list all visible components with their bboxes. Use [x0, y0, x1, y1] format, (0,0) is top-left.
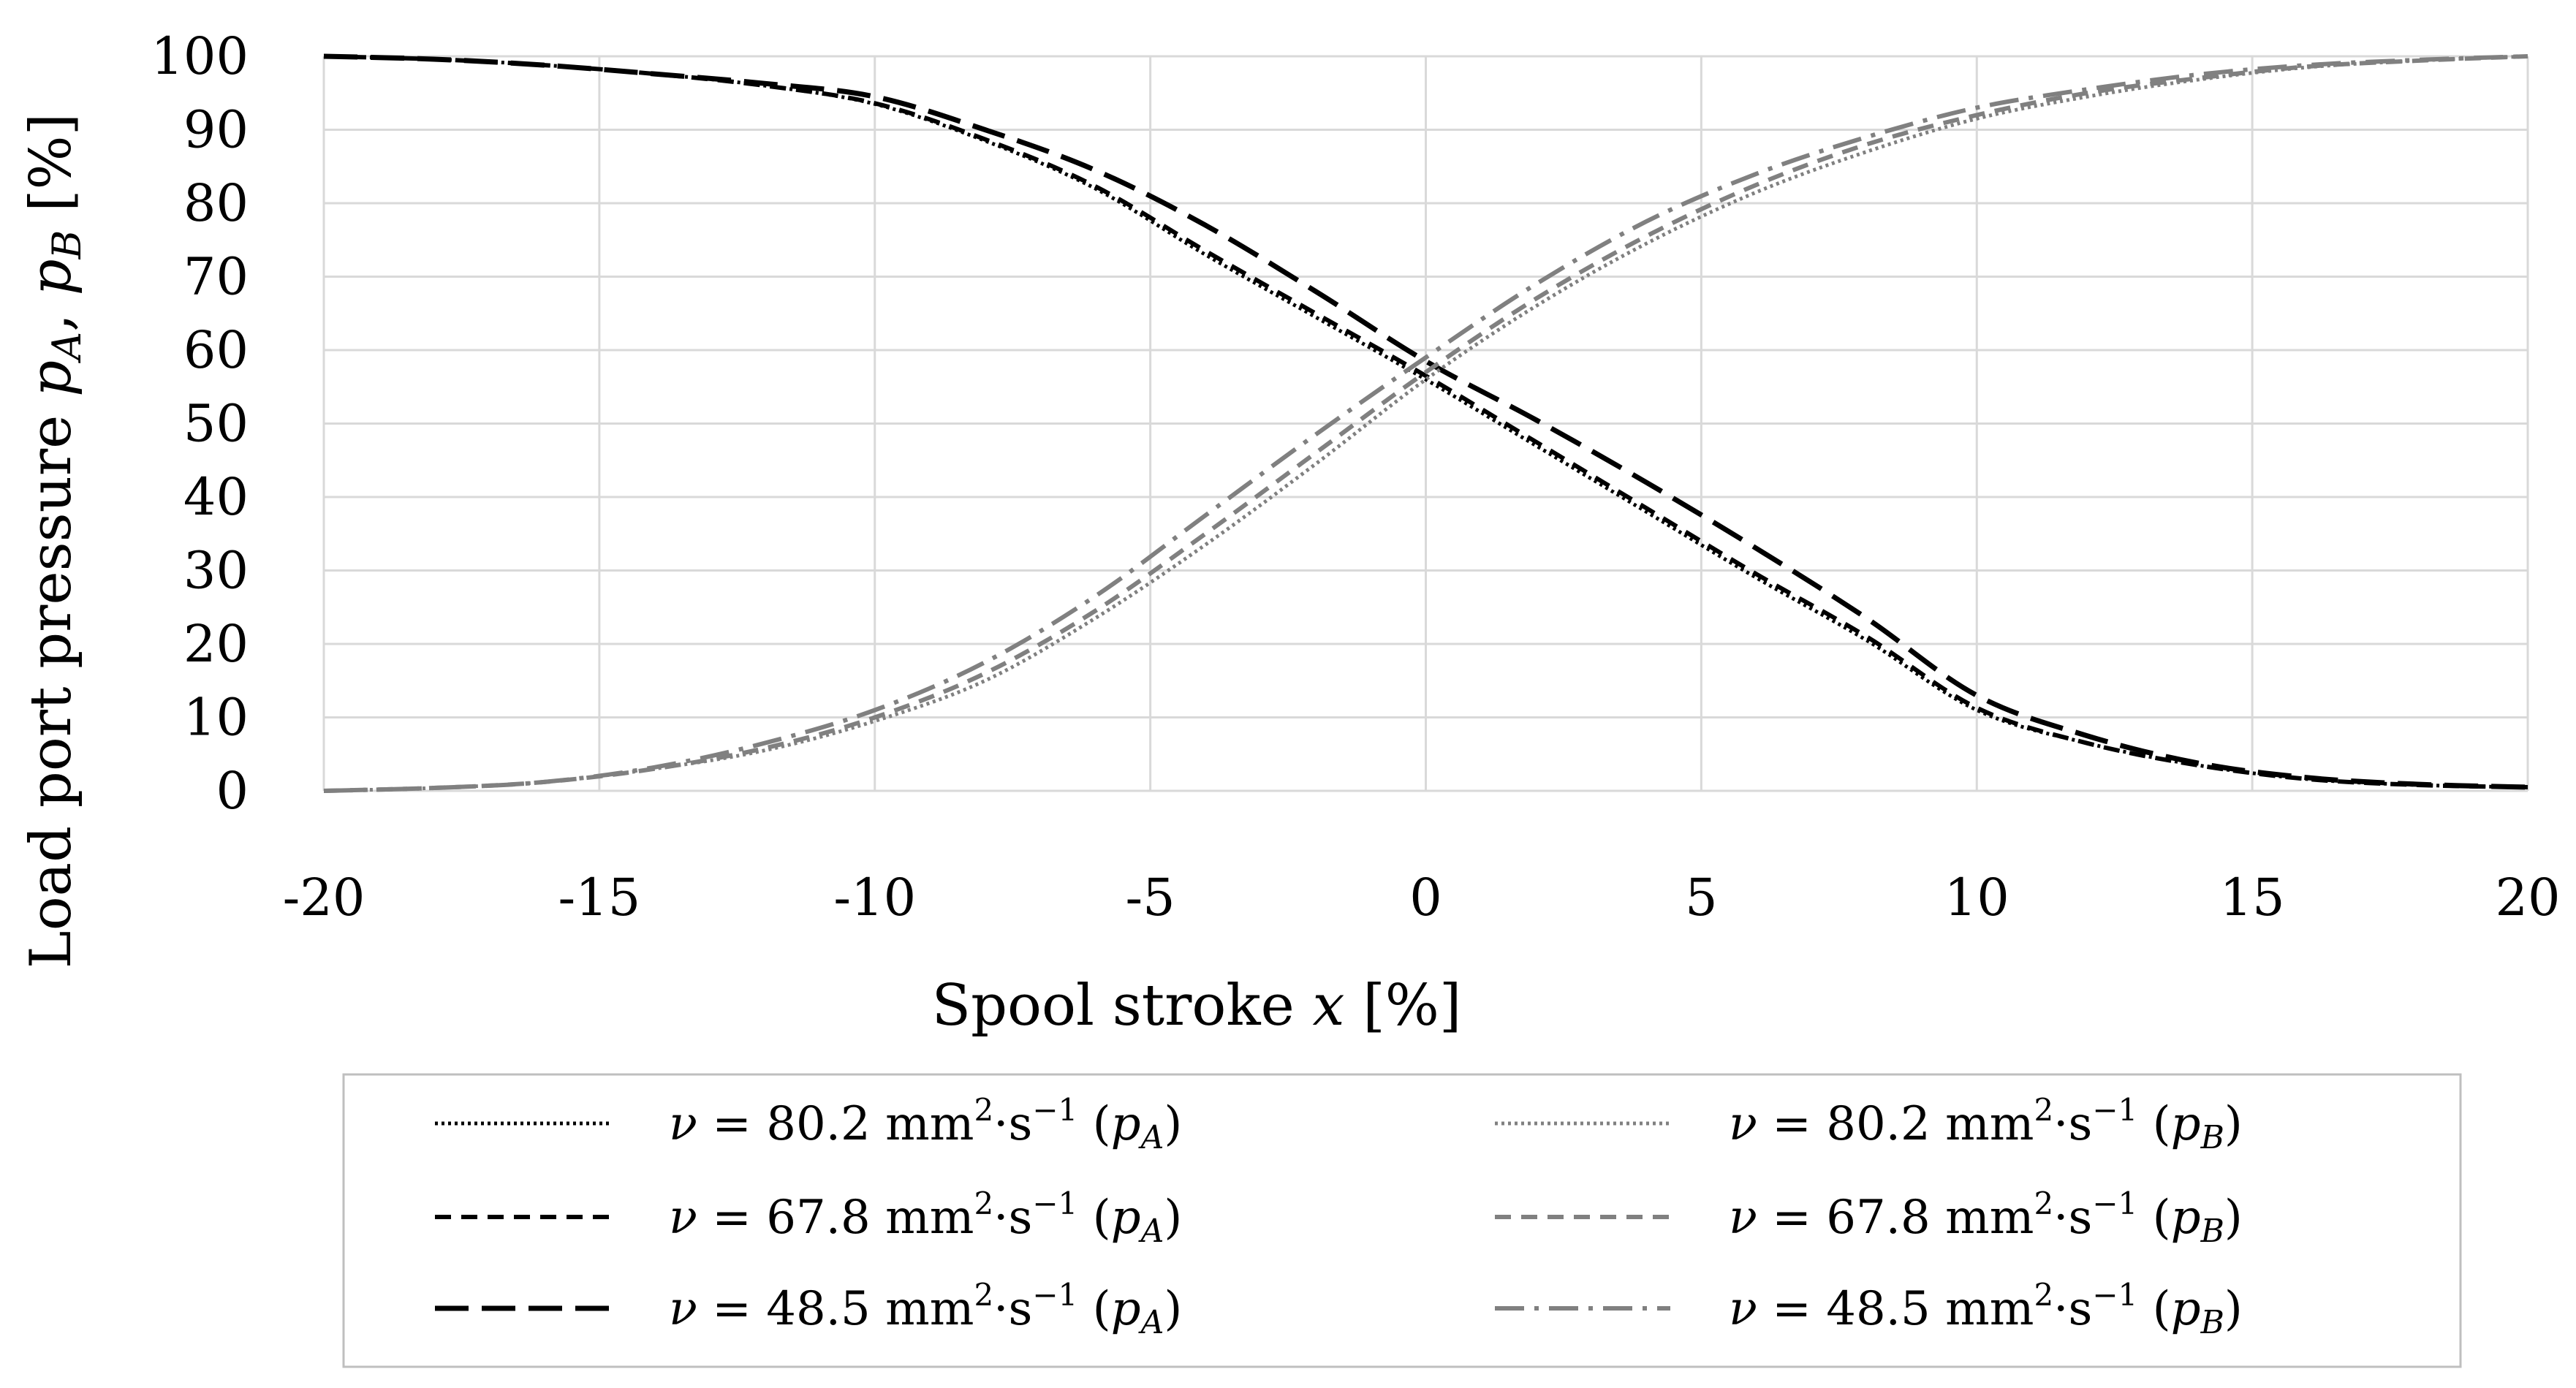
y-axis-title: Load port pressure pA, pB [%] [18, 113, 90, 968]
y-tick-label: 10 [183, 688, 249, 748]
series-line-b-48-5 [323, 54, 2528, 793]
x-tick-label: 5 [1685, 868, 1718, 928]
x-tick-label: -5 [1126, 868, 1175, 928]
series-line-a-48-5 [323, 53, 2528, 790]
x-axis-title: Spool stroke x [%] [932, 973, 1462, 1039]
y-tick-label: 40 [183, 467, 249, 527]
x-tick-label: -15 [558, 868, 641, 928]
legend-label: ν = 67.8 mm2·s−1 (pB) [1729, 1186, 2243, 1250]
legend-label: ν = 48.5 mm2·s−1 (pB) [1729, 1277, 2243, 1341]
grid [322, 55, 2529, 792]
legend-label: ν = 80.2 mm2·s−1 (pA) [669, 1092, 1182, 1156]
y-tick-label: 80 [183, 173, 249, 233]
series-group [323, 53, 2528, 793]
x-tick-label: -10 [833, 868, 916, 928]
x-tick-label: 0 [1409, 868, 1442, 928]
legend: ν = 80.2 mm2·s−1 (pA) ν = 67.8 mm2·s−1 (p… [435, 1092, 2243, 1341]
y-tick-label: 30 [183, 541, 249, 601]
y-tick-label: 90 [183, 100, 249, 160]
y-tick-label: 20 [183, 614, 249, 674]
series-line-b-67-8 [323, 54, 2528, 793]
y-tick-label: 60 [183, 320, 249, 380]
tick-labels: 0 10 20 30 40 50 60 70 80 90 100 -20 -15 -10 -5 0 5 10 15 2… [151, 26, 2560, 928]
legend-label: ν = 67.8 mm2·s−1 (pA) [669, 1186, 1182, 1250]
legend-box [342, 1073, 2462, 1368]
x-tick-label: -20 [283, 868, 365, 928]
y-tick-label: 100 [151, 26, 249, 86]
y-tick-label: 0 [216, 761, 249, 821]
x-tick-label: 15 [2220, 868, 2285, 928]
legend-label: ν = 80.2 mm2·s−1 (pB) [1729, 1092, 2243, 1156]
y-tick-label: 50 [183, 394, 249, 454]
legend-label: ν = 48.5 mm2·s−1 (pA) [669, 1277, 1182, 1341]
x-tick-label: 10 [1944, 868, 2009, 928]
y-tick-label: 70 [183, 247, 249, 307]
x-tick-label: 20 [2495, 868, 2560, 928]
